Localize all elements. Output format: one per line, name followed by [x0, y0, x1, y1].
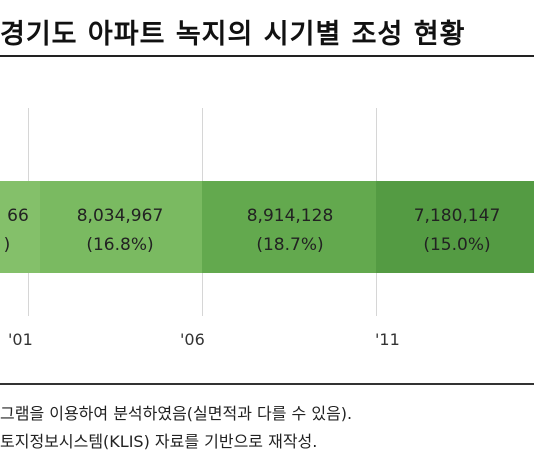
segment-value-label: 8,034,967 — [76, 206, 164, 226]
x-tick-label: '06 — [180, 330, 205, 349]
notes-rule — [0, 383, 534, 385]
segment-pct-label: (16.8%) — [86, 235, 154, 255]
bar-segment-2011-onward — [376, 181, 534, 273]
footnote-line: 그램을 이용하여 분석하였음(실면적과 다를 수 있음). — [0, 404, 353, 423]
segment-pct-label: (18.7%) — [256, 235, 324, 255]
title-underline — [0, 55, 534, 57]
bar-segment-partial — [0, 181, 40, 273]
chart-title: 경기도 아파트 녹지의 시기별 조성 현황 — [0, 19, 466, 50]
footnote-line: 토지정보시스템(KLIS) 자료를 기반으로 재작성. — [0, 432, 318, 451]
x-tick-label: '01 — [8, 330, 33, 349]
segment-pct-label: ) — [3, 235, 11, 255]
segment-value-label: 7,180,147 — [413, 206, 501, 226]
bar-segment-2006-2010 — [202, 181, 376, 273]
segment-pct-label: (15.0%) — [423, 235, 491, 255]
bar-segment-2001-2005 — [40, 181, 202, 273]
x-tick-label: '11 — [375, 330, 400, 349]
segment-value-label: 8,914,128 — [246, 206, 334, 226]
segment-value-label: 66 — [7, 206, 29, 226]
